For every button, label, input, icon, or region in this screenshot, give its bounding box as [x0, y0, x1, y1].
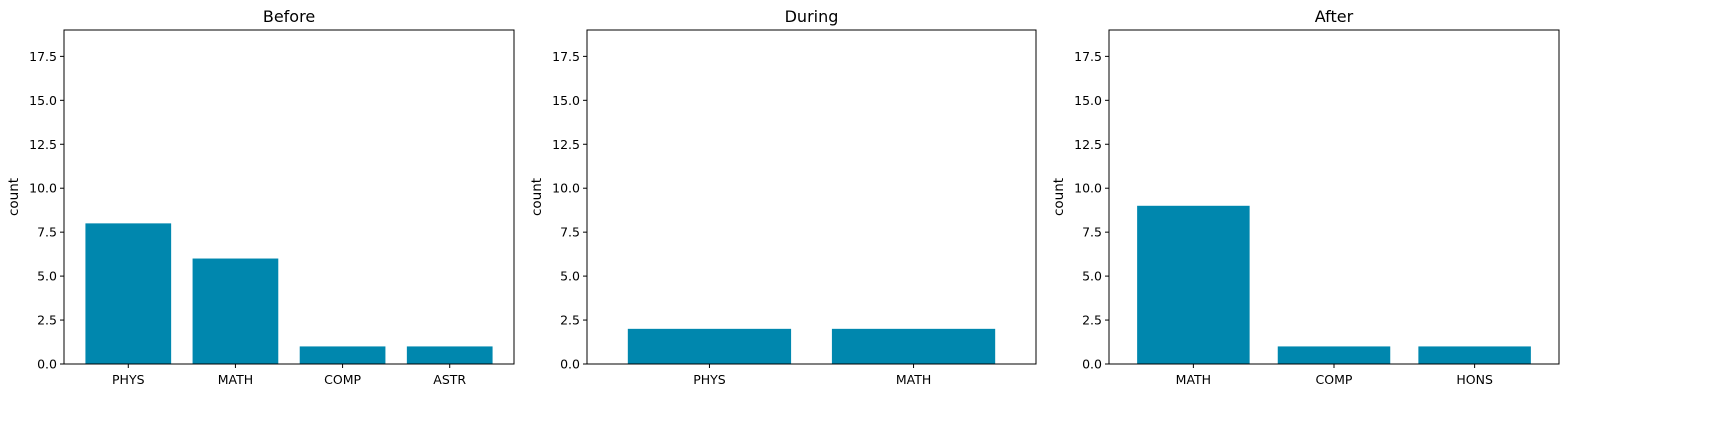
- bar-math: [831, 328, 996, 364]
- plot-frame: [63, 29, 515, 365]
- chart-panel-2: After MATH COMP HONS 0.0 2.5 5.0 7.5 10.0 12.5 15.…: [1051, 7, 1560, 387]
- x-tick-label: HONS: [1456, 372, 1493, 387]
- x-tick-label: MATH: [1176, 372, 1211, 387]
- bar-comp: [1277, 346, 1391, 364]
- chart-title: Before: [263, 7, 315, 26]
- y-axis-label: count: [529, 178, 545, 216]
- y-tick-label: 5.0: [560, 269, 580, 284]
- x-tick-label: MATH: [896, 372, 931, 387]
- y-tick-label: 17.5: [29, 49, 57, 64]
- y-tick-label: 5.0: [1082, 269, 1102, 284]
- y-tick-label: 12.5: [552, 137, 580, 152]
- y-tick-label: 2.5: [1082, 313, 1102, 328]
- y-axis-label: count: [1051, 178, 1067, 216]
- y-tick-label: 12.5: [29, 137, 57, 152]
- y-tick-label: 7.5: [560, 225, 580, 240]
- y-tick-label: 10.0: [552, 181, 580, 196]
- plot-frame: [586, 29, 1037, 365]
- chart-title: After: [1315, 7, 1354, 26]
- y-tick-label: 15.0: [29, 93, 57, 108]
- y-tick-label: 5.0: [37, 269, 57, 284]
- y-tick-label: 15.0: [552, 93, 580, 108]
- chart-panel-0: Before PHYS MATH COMP ASTR 0.0 2.5 5.0 7.5 10.0 12…: [6, 7, 515, 387]
- bar-phys: [627, 328, 792, 364]
- y-axis-label: count: [6, 178, 22, 216]
- y-tick-label: 2.5: [37, 313, 57, 328]
- x-tick-label: MATH: [218, 372, 253, 387]
- bar-phys: [85, 223, 172, 364]
- x-tick-label: PHYS: [112, 372, 145, 387]
- x-tick-label: COMP: [1316, 372, 1353, 387]
- y-tick-label: 7.5: [1082, 225, 1102, 240]
- chart-panel-1: During PHYS MATH 0.0 2.5 5.0 7.5 10.0 12.5 15.0 17…: [529, 7, 1037, 387]
- y-tick-label: 0.0: [37, 357, 57, 372]
- x-tick-label: ASTR: [433, 372, 466, 387]
- y-tick-label: 15.0: [1074, 93, 1102, 108]
- bar-math: [1137, 205, 1250, 364]
- y-tick-label: 7.5: [37, 225, 57, 240]
- chart-title: During: [785, 7, 839, 26]
- y-tick-label: 0.0: [1082, 357, 1102, 372]
- x-tick-label: COMP: [324, 372, 361, 387]
- y-tick-label: 0.0: [560, 357, 580, 372]
- bar-hons: [1418, 346, 1531, 364]
- y-tick-label: 12.5: [1074, 137, 1102, 152]
- y-tick-label: 17.5: [1074, 49, 1102, 64]
- y-tick-label: 17.5: [552, 49, 580, 64]
- y-tick-label: 2.5: [560, 313, 580, 328]
- plot-frame: [1108, 29, 1560, 365]
- x-tick-label: PHYS: [693, 372, 726, 387]
- bar-math: [192, 258, 279, 364]
- bar-astr: [406, 346, 493, 364]
- y-tick-label: 10.0: [29, 181, 57, 196]
- y-tick-label: 10.0: [1074, 181, 1102, 196]
- bar-comp: [299, 346, 386, 364]
